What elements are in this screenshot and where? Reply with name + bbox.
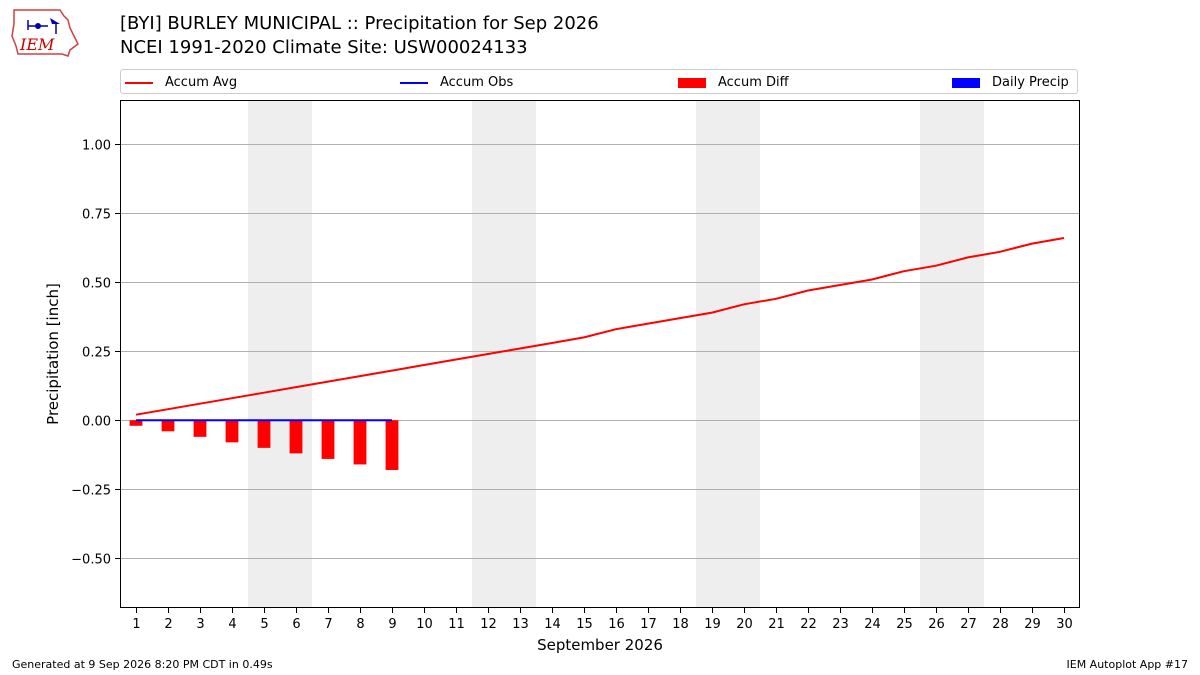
chart-subtitle: NCEI 1991-2020 Climate Site: USW00024133 [120, 37, 528, 58]
bar-accum-diff [385, 420, 399, 470]
x-tick-label: 23 [832, 617, 849, 632]
chart-legend: Accum Avg Accum Obs Accum Diff Daily Pre… [120, 69, 1078, 94]
x-tick-label: 12 [480, 617, 497, 632]
x-tick-label: 24 [864, 617, 881, 632]
x-axis-label: September 2026 [537, 636, 663, 654]
weekend-shade [248, 100, 312, 608]
legend-swatch [952, 77, 980, 88]
y-tick-label: −0.50 [71, 553, 111, 568]
y-tick-label: 0.25 [82, 346, 111, 361]
generated-note: Generated at 9 Sep 2026 8:20 PM CDT in 0… [12, 658, 273, 671]
legend-item-accum-avg: Accum Avg [125, 70, 237, 95]
y-tick-label: 1.00 [82, 139, 111, 154]
weekend-shade [920, 100, 984, 608]
y-tick-label: 0.50 [82, 277, 111, 292]
x-tick-label: 28 [992, 617, 1009, 632]
legend-item-accum-obs: Accum Obs [400, 70, 513, 95]
app-note: IEM Autoplot App #17 [1066, 658, 1189, 671]
x-tick-label: 1 [132, 617, 140, 632]
bar-accum-diff [225, 420, 239, 443]
x-tick-label: 5 [260, 617, 268, 632]
legend-label: Accum Obs [440, 75, 514, 90]
x-tick-label: 25 [896, 617, 913, 632]
x-tick-label: 2 [164, 617, 172, 632]
x-tick-label: 27 [960, 617, 977, 632]
y-tick-label: 0.00 [82, 415, 111, 430]
bar-accum-diff [129, 420, 143, 426]
x-tick-label: 6 [292, 617, 300, 632]
bar-accum-diff [321, 420, 335, 459]
iem-logo: IEM [11, 9, 79, 57]
x-tick-label: 15 [576, 617, 593, 632]
x-tick-label: 22 [800, 617, 817, 632]
y-tick-label: 0.75 [82, 208, 111, 223]
chart-title: [BYI] BURLEY MUNICIPAL :: Precipitation … [120, 13, 599, 34]
legend-swatch [125, 81, 153, 84]
x-tick-label: 14 [544, 617, 561, 632]
legend-label: Daily Precip [992, 75, 1069, 90]
plot-frame [120, 100, 1080, 608]
x-tick-label: 8 [356, 617, 364, 632]
x-tick-label: 9 [388, 617, 396, 632]
bar-accum-diff [289, 420, 303, 454]
y-axis-label: Precipitation [inch] [44, 283, 62, 425]
x-tick-label: 20 [736, 617, 753, 632]
y-tick-label: −0.25 [71, 484, 111, 499]
x-tick-label: 17 [640, 617, 657, 632]
legend-swatch [678, 77, 706, 88]
bar-accum-diff [353, 420, 367, 465]
x-tick-label: 10 [416, 617, 433, 632]
x-tick-label: 29 [1024, 617, 1041, 632]
legend-item-accum-diff: Accum Diff [678, 70, 789, 95]
x-tick-label: 11 [448, 617, 465, 632]
legend-swatch [400, 81, 428, 84]
line-accum-avg [135, 237, 1065, 416]
x-tick-label: 3 [196, 617, 204, 632]
bar-accum-diff [257, 420, 271, 448]
legend-label: Accum Avg [165, 75, 238, 90]
weekend-shade [472, 100, 536, 608]
x-tick-label: 30 [1056, 617, 1073, 632]
bar-accum-diff [193, 420, 207, 437]
legend-item-daily-precip: Daily Precip [952, 70, 1069, 95]
x-tick-label: 13 [512, 617, 529, 632]
weekend-shade [696, 100, 760, 608]
x-tick-label: 21 [768, 617, 785, 632]
x-tick-label: 18 [672, 617, 689, 632]
x-tick-label: 16 [608, 617, 625, 632]
legend-label: Accum Diff [718, 75, 789, 90]
x-tick-label: 19 [704, 617, 721, 632]
logo-text: IEM [19, 35, 55, 54]
x-tick-label: 26 [928, 617, 945, 632]
bar-accum-diff [161, 420, 175, 432]
x-tick-label: 7 [324, 617, 332, 632]
x-tick-label: 4 [228, 617, 236, 632]
